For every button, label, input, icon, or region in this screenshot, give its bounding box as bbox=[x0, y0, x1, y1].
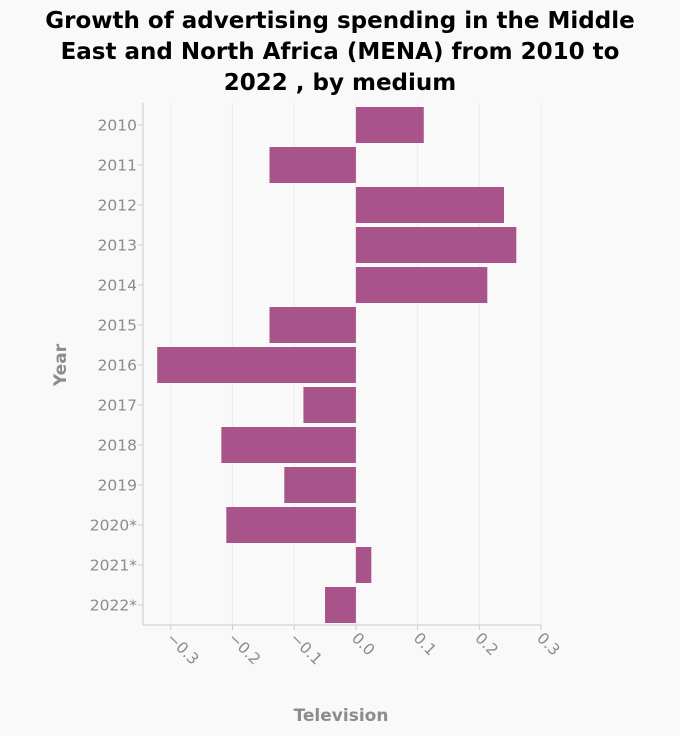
x-tick-labels: −0.3 −0.2 −0.1 0.0 0.1 0.2 0.3 bbox=[163, 629, 563, 668]
x-tick-label: 0.2 bbox=[471, 629, 501, 659]
y-tick-label: 2015 bbox=[98, 317, 137, 335]
y-tick-label: 2010 bbox=[98, 117, 137, 135]
chart-title-line-2: East and North Africa (MENA) from 2010 t… bbox=[60, 39, 620, 65]
x-tick-label: 0.3 bbox=[533, 629, 563, 659]
x-tick-label: −0.1 bbox=[286, 629, 325, 668]
bar-2015 bbox=[269, 307, 356, 343]
chart-title-line-3: 2022 , by medium bbox=[223, 70, 457, 96]
y-tick-label: 2017 bbox=[98, 397, 137, 415]
y-tick-label: 2020* bbox=[90, 517, 137, 535]
x-tick-label: 0.1 bbox=[410, 629, 440, 659]
y-tick-label: 2016 bbox=[98, 357, 137, 375]
bar-2021-est bbox=[355, 547, 372, 583]
bar-2014 bbox=[355, 267, 488, 303]
x-axis-title: Television bbox=[294, 706, 389, 726]
chart-title-line-1: Growth of advertising spending in the Mi… bbox=[45, 8, 635, 34]
bar-2013 bbox=[355, 227, 517, 263]
y-tick-label: 2011 bbox=[98, 157, 137, 175]
y-tick-label: 2014 bbox=[98, 277, 137, 295]
chart-title: Growth of advertising spending in the Mi… bbox=[0, 6, 680, 99]
axes bbox=[138, 103, 542, 630]
y-tick-label: 2021* bbox=[90, 557, 137, 575]
bar-2022-est bbox=[325, 587, 356, 623]
bar-2017 bbox=[303, 387, 356, 423]
x-tick-label: −0.3 bbox=[163, 629, 202, 668]
x-tick-label: 0.0 bbox=[348, 629, 378, 659]
bars bbox=[157, 107, 517, 623]
y-tick-labels: 2010 2011 2012 2013 2014 2015 2016 2017 2018 2019… bbox=[90, 117, 137, 615]
y-tick-label: 2018 bbox=[98, 437, 137, 455]
y-tick-label: 2012 bbox=[98, 197, 137, 215]
bar-2018 bbox=[221, 427, 356, 463]
y-axis-title: Year bbox=[51, 343, 71, 387]
bar-2012 bbox=[355, 187, 504, 223]
bar-2010 bbox=[355, 107, 424, 143]
y-tick-label: 2019 bbox=[98, 477, 137, 495]
bar-2019 bbox=[284, 467, 356, 503]
bar-2016 bbox=[157, 347, 356, 383]
x-tick-label: −0.2 bbox=[225, 629, 264, 668]
bar-2020-est bbox=[226, 507, 356, 543]
y-tick-label: 2022* bbox=[90, 597, 137, 615]
y-tick-label: 2013 bbox=[98, 237, 137, 255]
bar-2011 bbox=[269, 147, 356, 183]
